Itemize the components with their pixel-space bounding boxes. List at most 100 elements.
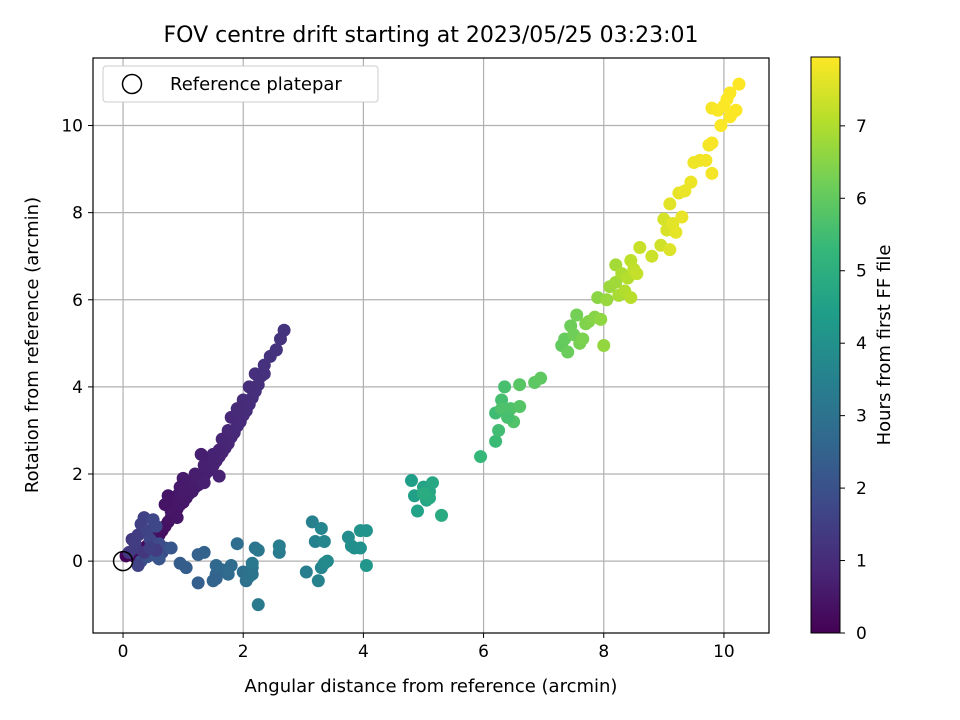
- data-point: [576, 332, 590, 346]
- data-point: [251, 543, 265, 557]
- data-point: [191, 576, 205, 590]
- data-point: [600, 293, 614, 307]
- data-point: [675, 210, 689, 224]
- data-point: [404, 474, 418, 488]
- data-point: [320, 554, 334, 568]
- data-point: [410, 504, 424, 518]
- y-axis-ticks: 0 2 4 6 8 10: [61, 117, 93, 572]
- data-point: [633, 240, 647, 254]
- grid-lines: [93, 58, 769, 633]
- data-point: [669, 225, 683, 239]
- y-tick-label: 2: [72, 465, 83, 485]
- colorbar-tick-label: 7: [856, 117, 867, 137]
- colorbar-tick-label: 3: [856, 407, 867, 427]
- data-point: [245, 567, 259, 581]
- data-point: [732, 77, 746, 91]
- data-point: [416, 487, 430, 501]
- data-point: [684, 175, 698, 189]
- data-point: [194, 447, 208, 461]
- plot-frame: [92, 57, 770, 634]
- data-point: [299, 565, 313, 579]
- chart-title: FOV centre drift starting at 2023/05/25 …: [164, 23, 699, 48]
- data-point: [561, 345, 575, 359]
- data-point: [164, 541, 178, 555]
- data-point: [435, 508, 449, 522]
- data-point: [492, 423, 506, 437]
- data-point: [245, 556, 259, 570]
- data-point: [723, 86, 737, 100]
- colorbar-tick-label: 6: [856, 189, 867, 209]
- data-point: [230, 537, 244, 551]
- data-point: [161, 489, 175, 503]
- y-tick-label: 4: [72, 378, 83, 398]
- legend-entry: Reference platepar: [170, 74, 342, 95]
- data-point: [170, 511, 184, 525]
- data-point: [197, 545, 211, 559]
- data-point: [534, 371, 548, 385]
- reference-marker: [112, 550, 134, 572]
- colorbar-tick-label: 4: [856, 334, 867, 354]
- data-point: [212, 469, 226, 483]
- data-point: [723, 110, 737, 124]
- data-point: [311, 574, 325, 588]
- data-point: [353, 541, 367, 555]
- data-point: [131, 558, 145, 572]
- data-point: [714, 119, 728, 133]
- y-tick-label: 0: [72, 552, 83, 572]
- data-point: [426, 476, 440, 490]
- data-point: [317, 535, 331, 549]
- data-point: [645, 249, 659, 263]
- colorbar-tick-label: 2: [856, 479, 867, 499]
- data-point: [663, 243, 677, 257]
- data-point: [498, 380, 512, 394]
- data-point: [128, 537, 142, 551]
- data-point: [176, 484, 190, 498]
- data-point: [570, 308, 584, 322]
- data-point: [630, 267, 644, 281]
- data-point: [197, 458, 211, 472]
- data-points: [119, 77, 746, 612]
- data-point: [251, 598, 265, 612]
- data-point: [359, 524, 373, 538]
- data-point: [272, 539, 286, 553]
- data-point: [277, 323, 291, 337]
- data-point: [513, 378, 527, 392]
- data-point: [359, 558, 373, 572]
- y-tick-label: 6: [72, 291, 83, 311]
- data-point: [699, 153, 713, 167]
- colorbar-ticks: 0 1 2 3 4 5 6 7: [840, 117, 867, 644]
- x-tick-label: 4: [358, 642, 369, 662]
- data-point: [215, 432, 229, 446]
- data-point: [248, 367, 262, 381]
- data-point: [149, 519, 163, 533]
- x-tick-label: 6: [478, 642, 489, 662]
- data-point: [224, 558, 238, 572]
- data-point: [308, 535, 322, 549]
- data-point: [305, 515, 319, 529]
- x-tick-label: 10: [713, 642, 735, 662]
- data-point: [314, 521, 328, 535]
- x-axis-ticks: 0 2 4 6 8 10: [118, 633, 735, 662]
- x-tick-label: 0: [118, 642, 129, 662]
- data-point: [624, 291, 638, 305]
- colorbar: [810, 56, 841, 634]
- data-point: [501, 410, 515, 424]
- y-axis-label: Rotation from reference (arcmin): [22, 197, 43, 493]
- data-point: [474, 450, 488, 464]
- colorbar-label: Hours from first FF file: [874, 245, 895, 446]
- colorbar-tick-label: 5: [856, 262, 867, 282]
- data-point: [705, 166, 719, 180]
- data-point: [242, 380, 256, 394]
- data-point: [179, 561, 193, 575]
- colorbar-tick-label: 1: [856, 552, 867, 572]
- data-point: [143, 541, 157, 555]
- x-tick-label: 8: [598, 642, 609, 662]
- x-tick-label: 2: [238, 642, 249, 662]
- data-point: [209, 572, 223, 586]
- legend-marker: [121, 73, 143, 95]
- data-point: [597, 339, 611, 352]
- legend-box: [102, 65, 379, 103]
- colorbar-tick-label: 0: [856, 624, 867, 644]
- data-point: [489, 434, 503, 448]
